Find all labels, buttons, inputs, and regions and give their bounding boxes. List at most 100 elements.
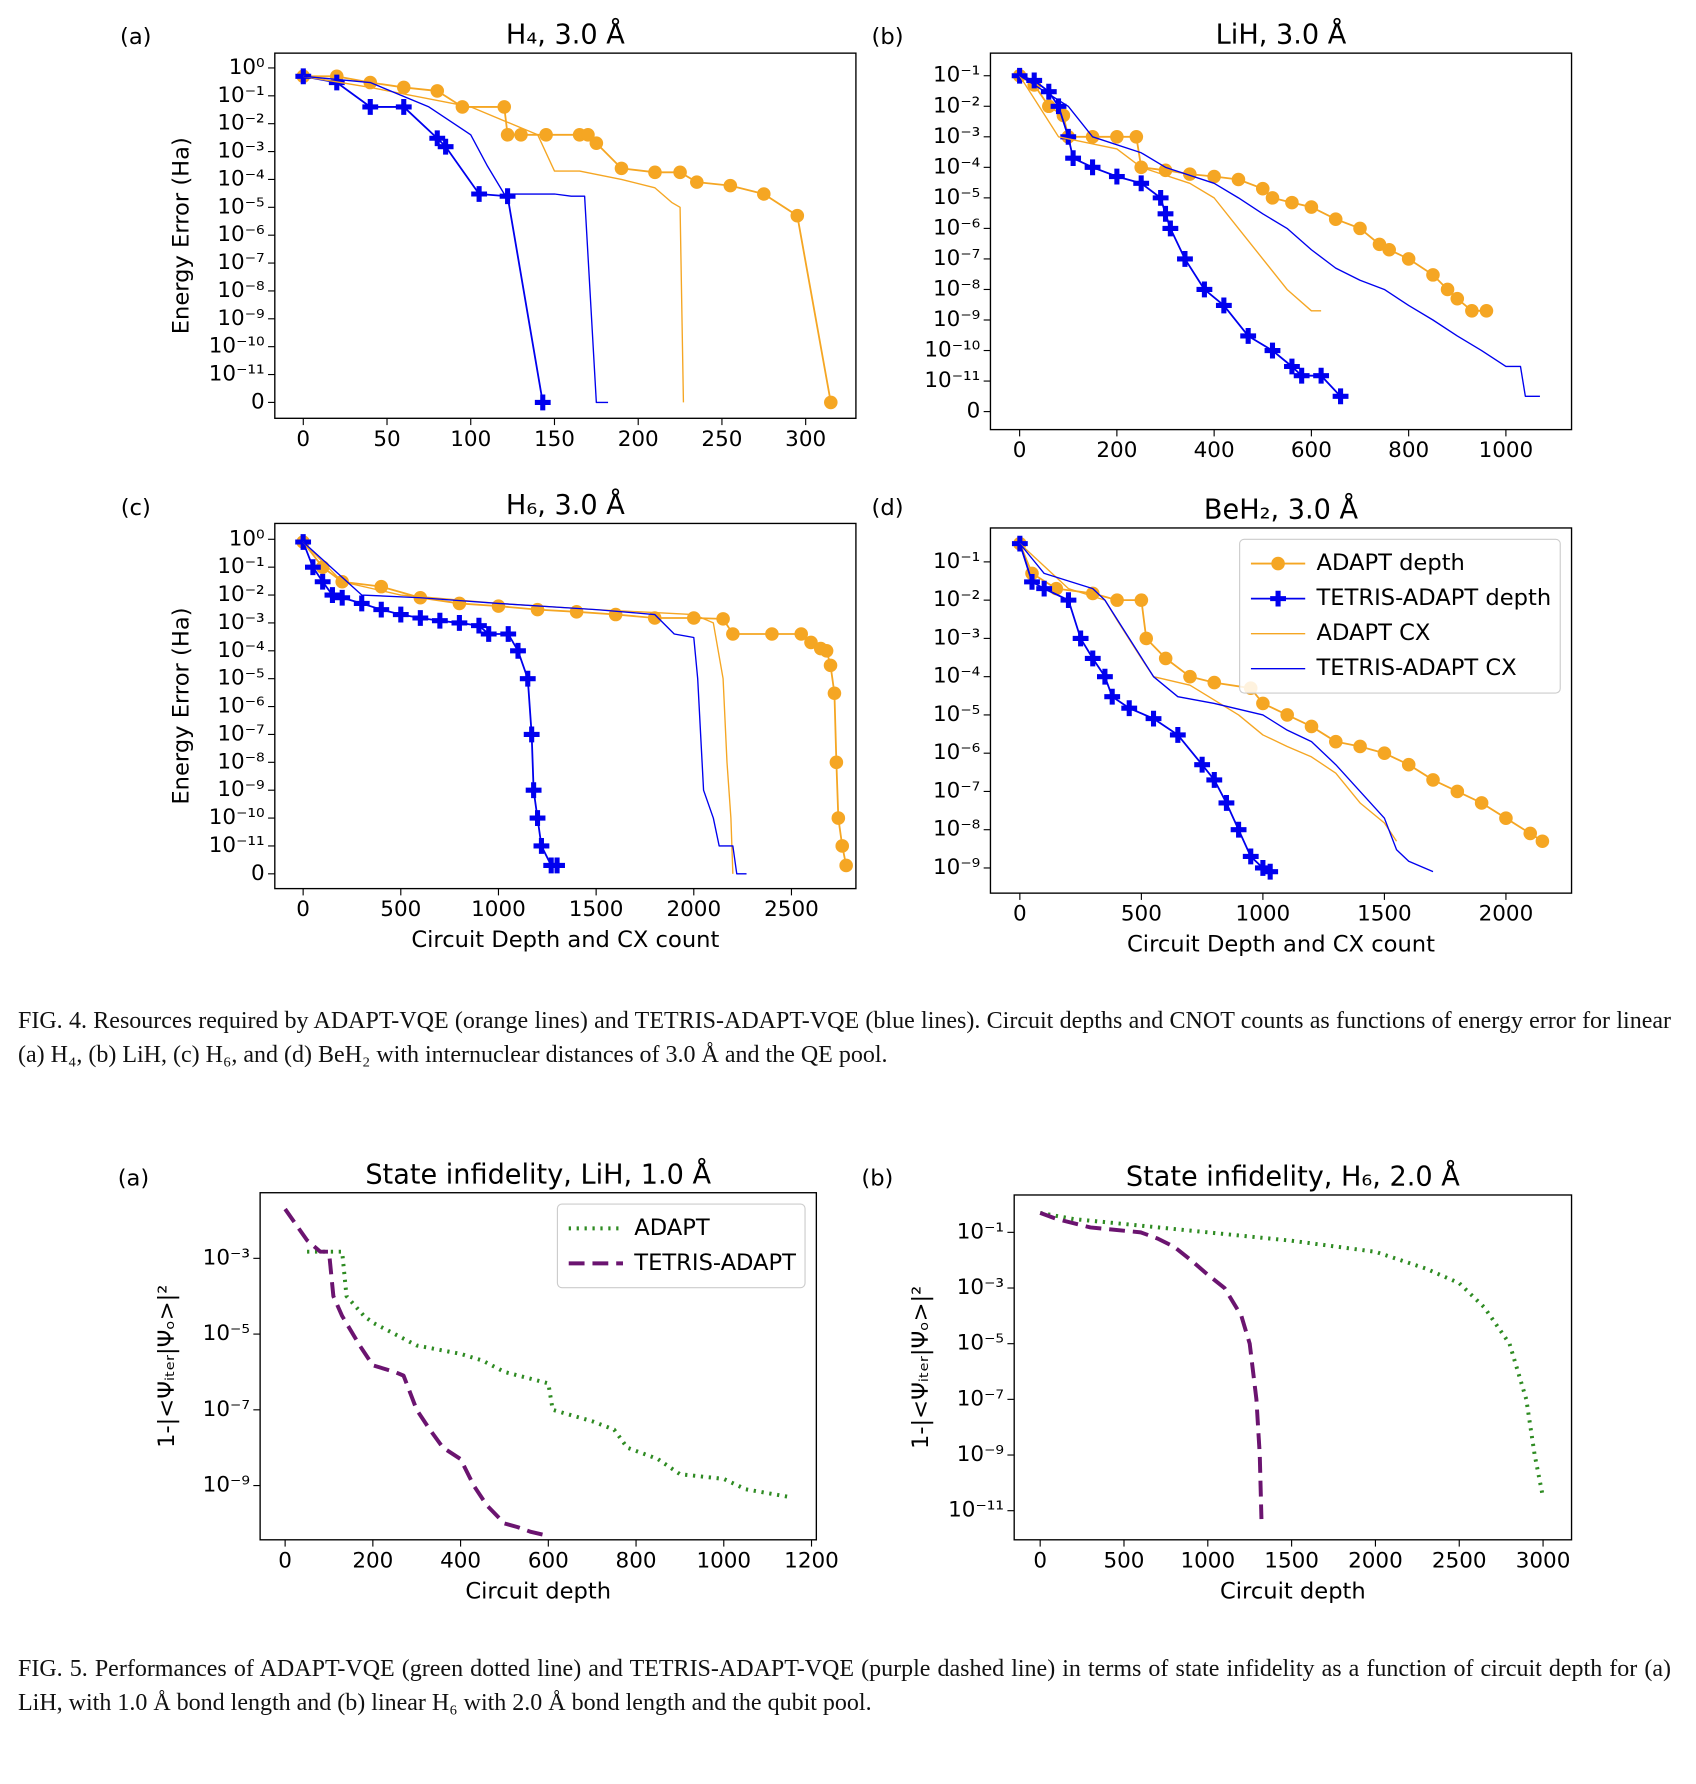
plot-area: [1039, 1210, 1545, 1520]
x-tick-label: 500: [380, 897, 421, 922]
x-tick-label: 1000: [1236, 902, 1291, 927]
x-tick-label: 0: [1013, 902, 1027, 927]
y-tick-label: 10⁻⁸: [217, 749, 264, 774]
plot-frame: [274, 522, 857, 890]
y-tick-label: 10⁻¹: [957, 1219, 1004, 1244]
x-tick-label: 1500: [569, 897, 624, 922]
plot-area: [295, 534, 853, 875]
series-line: [302, 541, 734, 874]
marker: [1332, 388, 1349, 405]
marker: [1426, 773, 1440, 787]
y-axis-label: Energy Error (Ha): [169, 607, 195, 804]
marker: [1440, 282, 1455, 297]
marker: [1152, 189, 1169, 206]
marker: [1145, 710, 1162, 727]
y-tick-label: 10⁻⁵: [933, 702, 980, 727]
marker: [1110, 593, 1124, 607]
marker: [1262, 863, 1279, 880]
marker: [1183, 167, 1197, 181]
plot-area: [1011, 67, 1540, 405]
marker: [1084, 650, 1101, 667]
marker: [1097, 668, 1113, 685]
y-tick-label: 10⁻¹⁰: [209, 334, 265, 359]
marker: [1293, 367, 1310, 384]
y-tick-label: 10⁻⁷: [933, 778, 980, 803]
marker: [392, 606, 409, 623]
marker: [1215, 297, 1232, 314]
marker: [1265, 191, 1280, 205]
y-axis-label: 1-|<Ψᵢₜₑᵣ|Ψₒ>|²: [908, 1286, 934, 1449]
y-tick-label: 10⁰: [229, 55, 265, 80]
legend-box: [1239, 538, 1561, 694]
marker: [819, 644, 834, 658]
y-tick-label: 10⁻⁴: [933, 664, 980, 689]
series-line: [1039, 1210, 1545, 1498]
y-tick-label: 0: [967, 399, 981, 424]
marker: [530, 602, 545, 617]
marker: [1065, 150, 1082, 167]
marker: [1206, 772, 1223, 788]
marker: [569, 605, 584, 619]
marker: [429, 130, 446, 147]
marker: [1134, 593, 1149, 607]
x-tick-label: 500: [1103, 1548, 1144, 1573]
marker: [1183, 669, 1197, 684]
marker: [430, 84, 445, 98]
marker: [510, 642, 526, 659]
y-tick-label: 10⁻³: [217, 610, 264, 635]
marker: [362, 98, 379, 115]
marker: [471, 617, 487, 634]
marker: [1207, 675, 1222, 690]
x-tick-label: 600: [1291, 438, 1332, 463]
marker: [1255, 181, 1270, 196]
y-tick-label: 10⁻²: [217, 582, 264, 607]
chart-panel: (a) H₄, 3.0 Å Energy Error (Ha) 0 50 100 150 20…: [120, 19, 857, 452]
marker: [723, 178, 738, 193]
marker: [1499, 811, 1513, 825]
marker: [500, 626, 517, 642]
marker: [1194, 756, 1211, 773]
x-tick-label: 400: [1194, 438, 1235, 463]
marker: [324, 587, 341, 603]
x-tick-label: 600: [528, 1548, 569, 1573]
marker: [1474, 796, 1489, 810]
marker: [827, 686, 842, 701]
x-tick-label: 2000: [1479, 902, 1534, 927]
chart-title: LiH, 3.0 Å: [1216, 19, 1347, 51]
marker: [1026, 72, 1043, 89]
chart-panel: (b) LiH, 3.0 Å 0 200 400 600 800 1000 0 10⁻¹¹ 10⁻¹…: [872, 19, 1573, 463]
y-tick-label: 0: [251, 389, 265, 414]
y-tick-label: 10⁻³: [933, 625, 980, 650]
series-line: [1019, 75, 1540, 398]
marker: [1479, 304, 1494, 318]
y-tick-label: 10⁻⁸: [933, 817, 980, 842]
x-tick-label: 0: [1033, 1548, 1047, 1573]
marker: [1072, 630, 1089, 647]
x-tick-label: 1200: [784, 1548, 839, 1573]
x-tick-label: 500: [1121, 902, 1162, 927]
marker: [1523, 826, 1538, 841]
marker: [1196, 281, 1213, 298]
marker: [804, 635, 818, 650]
plot-area: [283, 1207, 790, 1537]
y-tick-label: 10⁻⁷: [933, 246, 980, 271]
marker: [1084, 159, 1101, 176]
y-tick-label: 10⁻⁹: [217, 306, 264, 331]
marker: [690, 175, 704, 189]
y-tick-label: 10⁻¹⁰: [209, 805, 265, 830]
legend-box: [556, 1203, 806, 1289]
marker: [471, 186, 488, 202]
y-tick-label: 10⁻⁷: [217, 250, 264, 275]
marker: [437, 138, 454, 155]
y-tick-label: 10⁻³: [957, 1275, 1004, 1300]
y-tick-label: 0: [251, 861, 265, 886]
legend: ADAPT depth TETRIS-ADAPT depth ADAPT CX TET…: [1239, 538, 1561, 694]
y-tick-label: 10⁻⁵: [933, 185, 980, 210]
y-tick-label: 10⁻⁹: [957, 1442, 1004, 1467]
marker: [480, 626, 497, 642]
marker: [1535, 834, 1550, 849]
x-tick-label: 1000: [1180, 1548, 1235, 1573]
x-tick-label: 250: [701, 427, 742, 452]
x-axis-label: Circuit depth: [1220, 1578, 1366, 1604]
